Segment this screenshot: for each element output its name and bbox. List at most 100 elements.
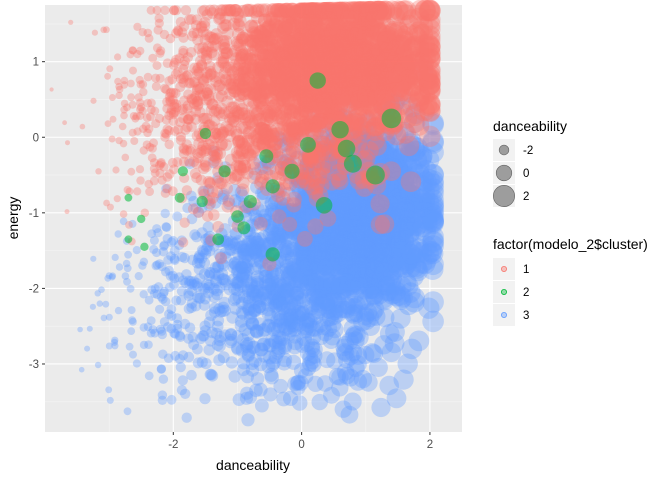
data-point-cluster-3 [376, 148, 396, 168]
data-point-cluster-1 [236, 183, 250, 197]
data-point-cluster-3 [336, 258, 355, 277]
data-point-cluster-3 [271, 224, 287, 239]
data-point-cluster-2 [237, 221, 251, 235]
data-point-cluster-3 [378, 153, 399, 174]
data-point-cluster-1 [127, 167, 136, 176]
data-point-cluster-3 [386, 286, 407, 307]
data-point-cluster-3 [379, 239, 399, 260]
data-point-cluster-3 [302, 182, 319, 199]
data-point-cluster-3 [102, 300, 110, 308]
data-point-cluster-3 [308, 294, 325, 311]
data-point-cluster-3 [355, 246, 375, 266]
data-point-cluster-1 [125, 221, 133, 229]
data-point-cluster-2 [124, 193, 133, 202]
data-point-cluster-3 [422, 178, 444, 200]
data-point-cluster-3 [368, 243, 388, 263]
data-point-cluster-1 [172, 157, 183, 168]
data-point-cluster-3 [152, 224, 162, 234]
data-point-cluster-3 [418, 297, 440, 319]
data-point-cluster-3 [391, 147, 412, 168]
data-point-cluster-1 [65, 140, 70, 146]
data-point-cluster-3 [307, 228, 324, 245]
data-point-cluster-3 [400, 236, 421, 258]
data-point-cluster-3 [291, 395, 308, 411]
data-point-cluster-3 [368, 358, 388, 377]
data-point-cluster-3 [366, 183, 386, 203]
data-point-cluster-3 [368, 210, 388, 230]
data-point-cluster-1 [146, 5, 156, 15]
data-point-cluster-3 [127, 327, 136, 335]
data-point-cluster-3 [333, 197, 351, 215]
data-point-cluster-3 [349, 181, 369, 200]
data-point-cluster-3 [123, 407, 132, 416]
data-point-cluster-1 [275, 191, 291, 206]
data-point-cluster-3 [352, 193, 371, 212]
data-point-cluster-3 [123, 264, 132, 273]
data-point-cluster-3 [249, 280, 263, 295]
data-point-cluster-1 [91, 29, 98, 36]
data-point-cluster-2 [196, 195, 208, 208]
data-point-cluster-1 [277, 116, 292, 132]
data-point-cluster-1 [358, 68, 377, 87]
data-point-cluster-3 [422, 235, 444, 257]
data-point-cluster-3 [377, 184, 397, 204]
data-point-cluster-1 [178, 237, 189, 248]
data-point-cluster-3 [377, 282, 397, 302]
data-point-cluster-3 [344, 214, 363, 233]
data-point-cluster-3 [168, 235, 179, 246]
data-point-cluster-3 [292, 288, 309, 305]
data-point-cluster-3 [350, 169, 369, 188]
data-point-cluster-3 [415, 160, 437, 182]
color-legend-label: 1 [523, 264, 529, 276]
data-point-cluster-2 [309, 72, 326, 89]
data-point-cluster-3 [382, 253, 403, 274]
data-point-cluster-1 [145, 187, 155, 197]
size-legend-label: 2 [523, 191, 529, 203]
data-point-cluster-3 [403, 199, 424, 220]
data-point-cluster-1 [49, 87, 54, 92]
data-point-cluster-3 [115, 263, 124, 271]
data-point-cluster-3 [382, 154, 402, 174]
data-point-cluster-3 [340, 210, 358, 228]
data-point-cluster-3 [318, 260, 336, 278]
data-point-cluster-1 [254, 46, 269, 61]
data-point-cluster-3 [351, 212, 370, 231]
data-point-cluster-3 [285, 241, 301, 258]
data-point-cluster-3 [422, 113, 444, 136]
data-point-cluster-1 [126, 79, 135, 88]
data-point-cluster-3 [314, 182, 331, 199]
data-point-cluster-3 [422, 193, 444, 215]
data-point-cluster-3 [295, 252, 312, 269]
data-point-cluster-1 [213, 123, 226, 136]
data-point-cluster-3 [166, 311, 177, 321]
data-point-cluster-3 [240, 386, 254, 400]
data-point-cluster-3 [358, 208, 377, 227]
data-point-cluster-3 [313, 255, 330, 272]
data-point-cluster-3 [370, 203, 390, 223]
data-point-cluster-3 [148, 325, 158, 334]
data-point-cluster-1 [201, 210, 214, 222]
data-point-cluster-3 [382, 252, 403, 273]
data-point-cluster-1 [285, 76, 301, 92]
data-point-cluster-3 [348, 219, 367, 238]
data-point-cluster-1 [419, 35, 441, 58]
data-point-cluster-3 [160, 208, 170, 219]
data-point-cluster-3 [416, 212, 438, 234]
data-point-cluster-3 [347, 197, 366, 216]
data-point-cluster-1 [183, 78, 195, 89]
data-point-cluster-3 [157, 329, 167, 340]
data-point-cluster-3 [310, 178, 327, 196]
data-point-cluster-1 [218, 107, 231, 120]
data-point-cluster-3 [327, 221, 345, 239]
data-point-cluster-3 [381, 190, 402, 210]
data-point-cluster-3 [357, 136, 377, 156]
data-point-cluster-1 [170, 57, 180, 68]
data-point-cluster-1 [164, 139, 175, 150]
size-legend-symbol [492, 185, 515, 208]
data-point-cluster-3 [295, 243, 311, 260]
data-point-cluster-3 [311, 277, 328, 294]
data-point-cluster-3 [284, 218, 300, 234]
data-point-cluster-1 [344, 27, 363, 46]
data-point-cluster-3 [261, 277, 276, 293]
data-point-cluster-3 [309, 284, 327, 301]
